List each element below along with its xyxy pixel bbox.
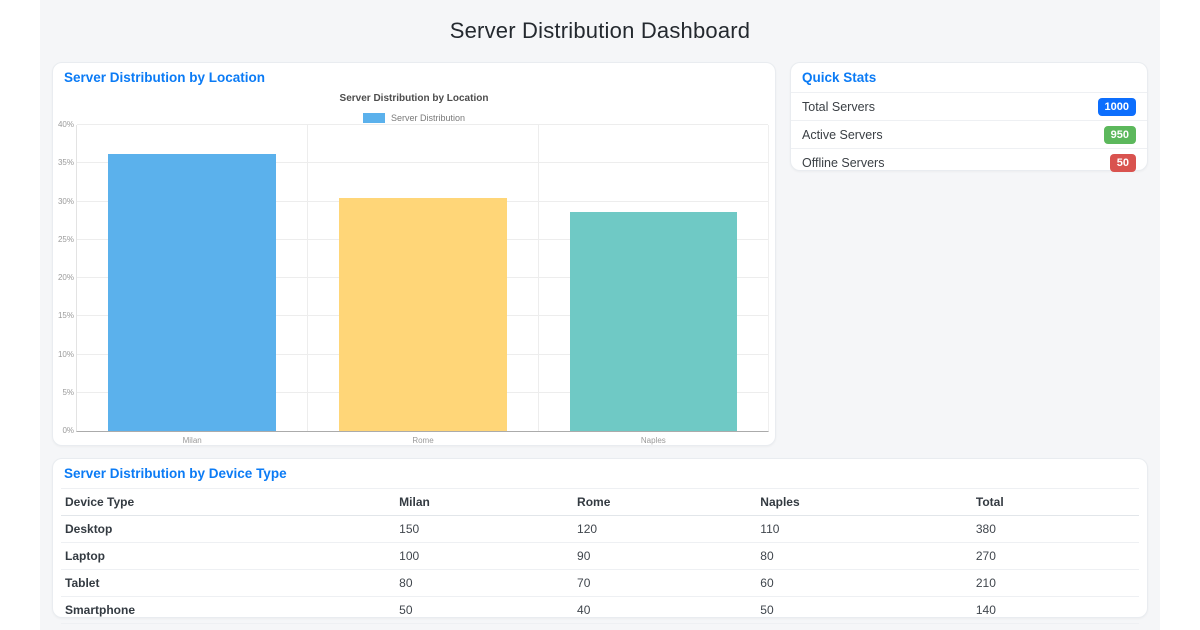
column-header: Rome [573,488,757,516]
quick-stats-list: Total Servers 1000 Active Servers 950 Offlin… [791,92,1147,176]
chart-legend: Server Distribution [53,113,775,123]
legend-label: Server Distribution [390,113,466,123]
value-cell: 110 [756,515,972,543]
dashboard-page: Server Distribution Dashboard Server Dis… [40,0,1160,630]
value-cell: 50 [395,596,574,624]
category-slot-milan: Milan [77,125,307,445]
table-row: Laptop 100 90 80 270 [61,542,1139,570]
y-axis-tick-label: 30% [57,196,74,206]
value-cell: 380 [971,515,1139,543]
y-axis-tick-label: 0% [62,426,74,435]
table-row: Desktop 150 120 110 380 [61,515,1139,543]
x-axis-label: Milan [182,436,202,445]
stat-label: Active Servers [802,127,883,142]
value-cell: 210 [971,569,1139,597]
device-table-title: Server Distribution by Device Type [64,466,287,481]
device-type-cell: Laptop [61,542,396,570]
value-cell: 140 [971,596,1139,624]
device-table-card: Server Distribution by Device Type Devic… [52,458,1148,624]
stat-row: Offline Servers 50 [791,148,1147,176]
device-table: Device Type Milan Rome Naples Total Desktop 1… [61,488,1139,624]
location-chart-card: Server Distribution by Location Server D… [52,62,776,446]
value-cell: 100 [395,542,574,570]
table-header-row: Device Type Milan Rome Naples Total [61,488,1139,516]
category-slot-naples: Naples [537,125,768,445]
value-cell: 80 [395,569,574,597]
legend-swatch-icon [362,113,385,123]
device-type-cell: Tablet [61,569,396,597]
table-row: Tablet 80 70 60 210 [61,569,1139,597]
gridline-40pct [77,124,768,125]
column-header: Total [971,488,1139,516]
quick-stats-card: Quick Stats Total Servers 1000 Active Serv… [790,62,1148,172]
gridline-35pct [77,162,768,164]
y-axis-tick-label: 10% [57,349,74,359]
stat-row: Total Servers 1000 [791,92,1147,120]
value-cell: 40 [573,596,757,624]
location-panel-title: Server Distribution by Location [64,70,266,85]
stat-badge: 950 [1103,125,1136,144]
y-axis-tick-label: 25% [57,234,74,244]
category-slot-rome: Rome [307,125,537,445]
value-cell: 90 [573,542,757,570]
chart-title: Server Distribution by Location [339,93,489,104]
device-type-cell: Desktop [61,515,396,543]
stat-badge: 50 [1109,153,1136,172]
bar-milan [108,154,277,431]
y-axis-tick-label: 15% [57,311,74,321]
x-axis-label: Naples [640,436,666,445]
value-cell: 70 [573,569,757,597]
y-axis-tick-label: 40% [57,120,74,129]
value-cell: 120 [573,515,757,543]
stat-row: Active Servers 950 [791,120,1147,148]
column-header: Naples [756,488,972,516]
y-axis-tick-label: 20% [57,273,74,282]
page-title: Server Distribution Dashboard [449,18,751,43]
device-type-cell: Smartphone [61,596,396,624]
table-row: Smartphone 50 40 50 140 [61,596,1139,624]
y-axis-tick-label: 35% [57,158,74,168]
bar-naples [569,212,738,431]
bar-chart-plot: 0% 5% 10% 15% 20% 25% 30% 35% 40% Milan Rome Naples [58,120,769,445]
x-axis-label: Rome [412,436,434,445]
bar-rome [339,197,507,431]
value-cell: 50 [756,596,972,624]
quick-stats-title: Quick Stats [802,70,877,85]
stat-label: Total Servers [802,99,875,114]
value-cell: 80 [756,542,972,570]
column-header: Device Type [61,488,396,516]
value-cell: 270 [971,542,1139,570]
y-axis-tick-label: 5% [62,387,74,397]
stat-badge: 1000 [1097,97,1136,116]
column-header: Milan [395,488,574,516]
value-cell: 60 [756,569,972,597]
stat-label: Offline Servers [802,155,885,170]
value-cell: 150 [395,515,574,543]
